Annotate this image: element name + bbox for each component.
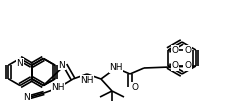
Text: N: N [58, 60, 65, 70]
Text: NH: NH [80, 76, 94, 85]
Text: N: N [17, 59, 23, 68]
Text: NH: NH [109, 63, 123, 73]
Text: NH: NH [51, 83, 65, 92]
Text: O: O [184, 45, 191, 54]
Text: O: O [172, 45, 179, 54]
Text: N: N [23, 92, 30, 102]
Text: O: O [132, 82, 139, 91]
Text: O: O [172, 62, 179, 71]
Text: O: O [184, 62, 191, 71]
Text: N: N [17, 59, 23, 68]
